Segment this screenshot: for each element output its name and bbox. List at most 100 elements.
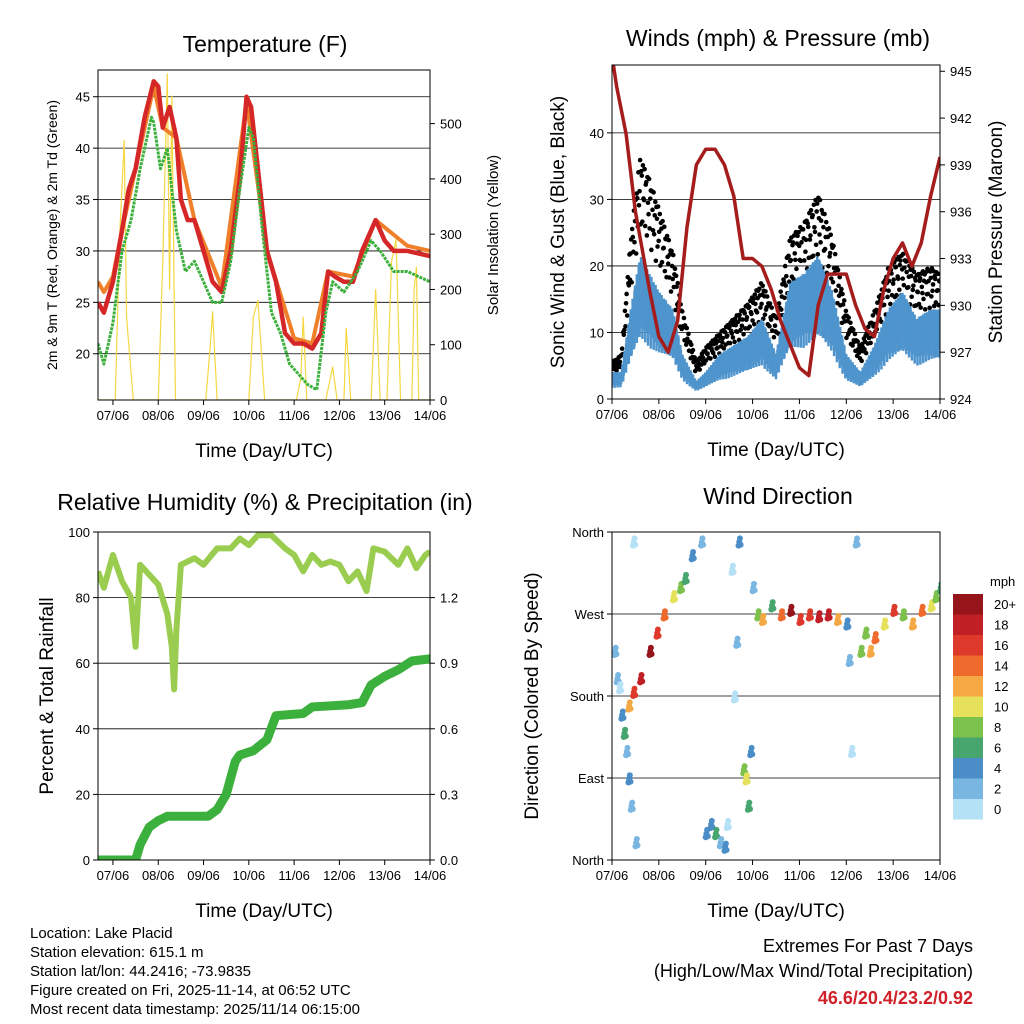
gust-point [647, 226, 652, 231]
gust-point [632, 239, 637, 245]
gust-point [757, 286, 762, 292]
y2-tick-label: 0.0 [440, 853, 458, 868]
x-tick-label: 12/06 [323, 408, 356, 423]
legend-swatch [953, 655, 983, 676]
y2-tick-label: 0.9 [440, 656, 458, 671]
y-tick-label: 40 [76, 141, 90, 156]
x-tick-label: 08/06 [643, 868, 676, 883]
gust-point [650, 207, 655, 213]
gust-point [930, 282, 936, 287]
direction-point [847, 660, 854, 667]
direction-point [761, 619, 768, 626]
gust-point [660, 218, 665, 224]
gust-point [673, 273, 679, 279]
direction-point [749, 751, 756, 758]
y-tick-label: 10 [590, 325, 604, 340]
gust-point [741, 332, 746, 337]
y-tick-label: 0 [597, 392, 604, 407]
gust-point [727, 324, 732, 329]
gust-point [623, 324, 628, 329]
y-tick-label: 80 [76, 591, 90, 606]
gust-point [669, 248, 674, 254]
gust-point [619, 346, 625, 351]
direction-point [882, 617, 889, 624]
gust-point [863, 350, 869, 356]
gust-point [881, 302, 887, 308]
series-pressure [612, 65, 940, 378]
gust-point [641, 197, 647, 203]
legend-label: 16 [994, 638, 1008, 653]
gust-point [651, 190, 656, 195]
direction-point [807, 614, 814, 621]
gust-point [640, 219, 645, 224]
gust-point [900, 251, 906, 257]
legend-label: 10 [994, 700, 1008, 715]
gust-point [910, 287, 916, 293]
gust-point [898, 258, 903, 263]
direction-point [847, 653, 854, 660]
direction-point [633, 836, 640, 843]
x-tick-label: 14/06 [924, 868, 957, 883]
direction-point [662, 614, 669, 621]
direction-point [638, 672, 645, 679]
x-tick-label: 07/06 [596, 868, 629, 883]
gust-point [926, 278, 931, 284]
direction-point [873, 637, 880, 644]
y-tick-label: 35 [76, 193, 90, 208]
y-tick-label: 20 [590, 259, 604, 274]
gust-point [802, 258, 807, 263]
gust-point [828, 232, 834, 238]
x-tick-label: 07/06 [596, 407, 629, 422]
x-tick-label: 14/06 [414, 408, 447, 423]
direction-point [864, 632, 871, 639]
gust-point [644, 233, 650, 238]
gust-point [852, 331, 858, 337]
gust-point [891, 277, 897, 282]
gust-point [792, 251, 798, 256]
x-axis-label: Time (Day/UTC) [195, 441, 333, 462]
gust-point [747, 324, 753, 329]
gust-point [736, 337, 742, 343]
extremes-title: Extremes For Past 7 Days [763, 936, 973, 956]
direction-point [770, 605, 777, 612]
legend-swatch [953, 594, 983, 615]
gust-point [675, 280, 681, 286]
gust-point [850, 343, 855, 348]
direction-point [797, 612, 804, 619]
gust-point [751, 321, 757, 327]
gust-point [721, 346, 727, 351]
direction-point [626, 699, 633, 706]
direction-point [625, 751, 632, 758]
direction-point [631, 535, 638, 542]
y-tick-label: West [575, 607, 605, 622]
direction-point [729, 562, 736, 569]
legend-swatch [953, 758, 983, 779]
gust-point [684, 325, 690, 331]
series-2m-t [98, 79, 430, 351]
gust-point [919, 284, 925, 290]
direction-point [672, 596, 679, 603]
plot-frame [97, 69, 431, 401]
y2-tick-label: 400 [440, 172, 462, 187]
direction-point [615, 672, 622, 679]
legend-label: 12 [994, 679, 1008, 694]
direction-point [648, 651, 655, 658]
direction-point [632, 692, 639, 699]
gust-point [667, 252, 673, 257]
direction-point [746, 805, 753, 812]
direction-point [849, 744, 856, 751]
legend-label: 0 [994, 802, 1001, 817]
gust-point [664, 233, 670, 239]
created-text: Figure created on Fri, 2025-11-14, at 06… [30, 982, 351, 999]
gust-point [786, 253, 791, 259]
direction-point [639, 678, 646, 685]
direction-point [743, 772, 750, 779]
latlon-text: Station lat/lon: 44.2416; -73.9835 [30, 963, 251, 980]
gust-point [888, 301, 893, 307]
gust-point [833, 288, 839, 293]
gust-point [827, 250, 833, 256]
gust-point [763, 289, 768, 294]
gust-point [810, 253, 816, 259]
panel-0: Temperature (F) 20 25 30 35 40 45 0 100 200 300 400… [44, 31, 502, 462]
gust-point [647, 196, 653, 201]
